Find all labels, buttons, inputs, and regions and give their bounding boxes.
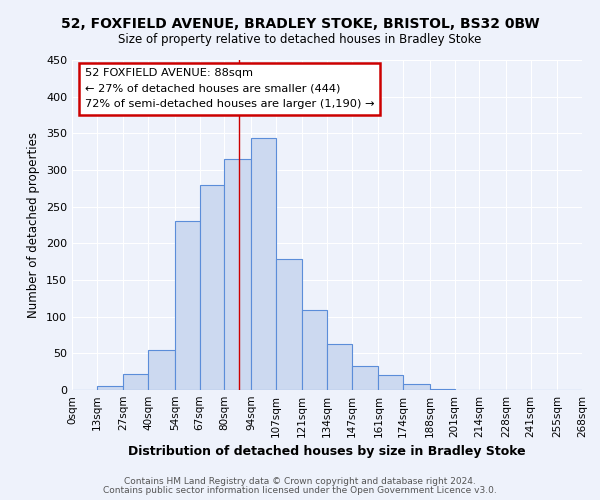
- Bar: [379, 376, 403, 390]
- X-axis label: Distribution of detached houses by size in Bradley Stoke: Distribution of detached houses by size …: [128, 446, 526, 458]
- Text: Size of property relative to detached houses in Bradley Stoke: Size of property relative to detached ho…: [118, 32, 482, 46]
- Text: 52, FOXFIELD AVENUE, BRADLEY STOKE, BRISTOL, BS32 0BW: 52, FOXFIELD AVENUE, BRADLEY STOKE, BRIS…: [61, 18, 539, 32]
- Bar: [430, 388, 455, 390]
- Bar: [199, 184, 224, 390]
- Text: Contains public sector information licensed under the Open Government Licence v3: Contains public sector information licen…: [103, 486, 497, 495]
- Bar: [275, 260, 302, 390]
- Bar: [327, 344, 352, 390]
- Bar: [403, 384, 430, 390]
- Bar: [148, 350, 175, 390]
- Bar: [175, 222, 199, 390]
- Text: 52 FOXFIELD AVENUE: 88sqm
← 27% of detached houses are smaller (444)
72% of semi: 52 FOXFIELD AVENUE: 88sqm ← 27% of detac…: [85, 68, 374, 110]
- Bar: [251, 138, 275, 390]
- Bar: [97, 386, 124, 390]
- Y-axis label: Number of detached properties: Number of detached properties: [28, 132, 40, 318]
- Bar: [224, 159, 251, 390]
- Text: Contains HM Land Registry data © Crown copyright and database right 2024.: Contains HM Land Registry data © Crown c…: [124, 477, 476, 486]
- Bar: [124, 374, 148, 390]
- Bar: [352, 366, 379, 390]
- Bar: [302, 310, 327, 390]
